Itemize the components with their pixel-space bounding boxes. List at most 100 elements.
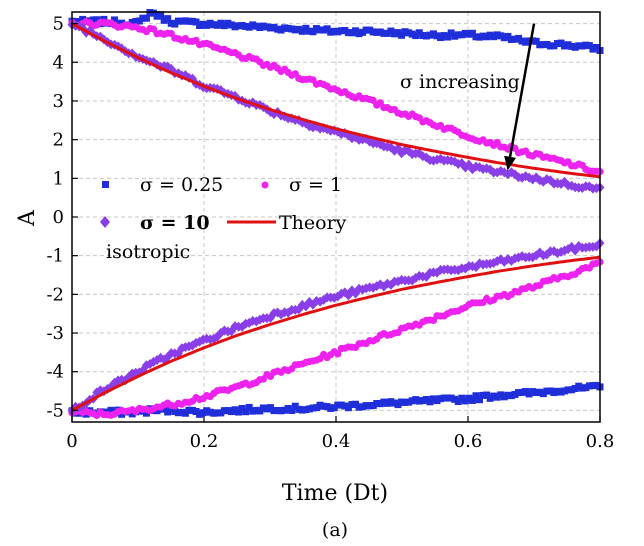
data-point	[298, 27, 306, 35]
data-point	[242, 22, 250, 30]
data-point	[171, 407, 179, 415]
data-point	[511, 35, 519, 43]
data-point	[479, 391, 487, 399]
data-point	[295, 405, 303, 413]
x-axis-title: Time (Dt)	[282, 481, 388, 506]
data-point	[270, 407, 278, 415]
data-point	[369, 401, 377, 409]
data-point	[235, 408, 243, 416]
data-point	[111, 16, 119, 24]
y-tick-label: -1	[46, 246, 64, 267]
data-point	[465, 394, 473, 402]
data-point	[561, 387, 569, 395]
data-point	[185, 406, 193, 414]
data-point	[132, 18, 140, 26]
data-point	[288, 406, 296, 414]
data-point	[543, 40, 551, 48]
data-point	[468, 396, 476, 404]
data-point	[387, 398, 395, 406]
data-point	[298, 406, 306, 414]
data-point	[181, 409, 189, 417]
data-point	[157, 11, 165, 19]
data-point	[539, 41, 547, 49]
data-point	[344, 29, 352, 37]
data-point	[426, 31, 434, 39]
data-point	[344, 404, 352, 412]
data-point	[518, 37, 526, 45]
data-point	[79, 15, 87, 23]
data-point	[295, 25, 303, 33]
data-point	[220, 407, 228, 415]
data-point	[497, 32, 505, 40]
data-point	[419, 31, 427, 39]
series-3	[71, 22, 601, 412]
data-point	[415, 29, 423, 37]
data-point	[150, 9, 158, 17]
data-point	[284, 404, 292, 412]
data-point	[539, 390, 547, 398]
data-point	[270, 23, 278, 31]
data-point	[493, 31, 501, 39]
data-point	[277, 26, 285, 34]
data-point	[429, 30, 437, 38]
data-point	[359, 403, 367, 411]
data-point	[575, 382, 583, 390]
data-point	[188, 17, 196, 25]
y-tick-label: -5	[46, 400, 64, 421]
data-point	[160, 16, 168, 24]
x-tick-label: 0	[66, 431, 77, 452]
data-point	[564, 41, 572, 49]
data-point	[490, 392, 498, 400]
data-point	[490, 33, 498, 41]
data-point	[532, 37, 540, 45]
data-point	[408, 397, 416, 405]
data-point	[348, 29, 356, 37]
data-point	[291, 26, 299, 34]
legend-label-sigma-0.25: σ = 0.25	[140, 174, 223, 196]
legend: σ = 0.25 σ = 1 σ = 10 Theory	[100, 174, 347, 234]
data-point	[582, 41, 590, 49]
data-point	[153, 407, 161, 415]
data-point	[235, 22, 243, 30]
data-point	[525, 37, 533, 45]
data-point	[192, 407, 200, 415]
data-point	[479, 32, 487, 40]
data-point	[274, 406, 282, 414]
data-point	[174, 17, 182, 25]
data-point	[334, 28, 342, 36]
data-point	[387, 27, 395, 35]
data-point	[309, 404, 317, 412]
data-point	[522, 38, 530, 46]
data-point	[210, 21, 218, 29]
data-point	[284, 24, 292, 32]
data-point	[461, 397, 469, 405]
data-point	[224, 407, 232, 415]
data-point	[323, 403, 331, 411]
data-point	[348, 401, 356, 409]
data-point	[249, 21, 257, 29]
data-point	[557, 388, 565, 396]
data-point	[224, 19, 232, 27]
data-point	[139, 14, 147, 22]
data-point	[380, 398, 388, 406]
data-point	[529, 388, 537, 396]
data-point	[135, 17, 143, 25]
data-point	[199, 409, 207, 417]
data-point	[506, 255, 516, 266]
data-point	[513, 252, 523, 263]
data-point	[451, 32, 459, 40]
annotation-text: σ increasing	[400, 71, 520, 93]
data-point	[252, 406, 260, 414]
data-point	[245, 403, 253, 411]
data-point	[412, 32, 420, 40]
data-point	[199, 20, 207, 28]
data-point	[553, 40, 561, 48]
data-point	[366, 402, 374, 410]
data-point	[553, 387, 561, 395]
data-point	[571, 43, 579, 51]
data-point	[461, 29, 469, 37]
annotation-arrowhead	[504, 155, 516, 171]
data-point	[394, 29, 402, 37]
data-point	[238, 404, 246, 412]
